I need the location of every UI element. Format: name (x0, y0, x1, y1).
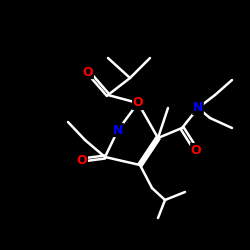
Text: N: N (113, 124, 123, 136)
Text: O: O (77, 154, 87, 166)
Text: O: O (83, 66, 93, 78)
Text: O: O (191, 144, 201, 156)
Text: N: N (193, 102, 203, 114)
Text: O: O (133, 96, 143, 110)
